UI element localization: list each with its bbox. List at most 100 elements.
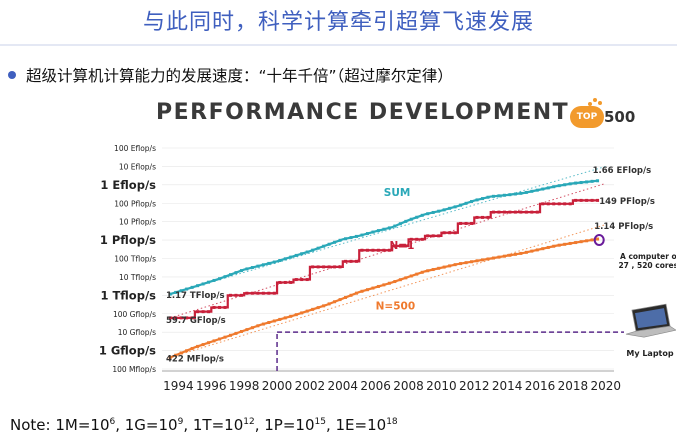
series-point xyxy=(283,280,287,284)
series-point xyxy=(250,326,254,330)
series-point xyxy=(387,248,391,252)
series-point xyxy=(322,244,326,248)
x-tick-label: 2012 xyxy=(459,379,490,393)
series-point xyxy=(349,259,353,263)
series-point xyxy=(568,182,572,186)
series-line xyxy=(169,237,598,359)
end-n1-label: 149 PFlop/s xyxy=(599,197,655,207)
series-point xyxy=(513,192,517,196)
start-n500-label: 422 MFlop/s xyxy=(166,354,224,364)
series-point xyxy=(250,291,254,295)
series-point xyxy=(524,190,528,194)
series-point xyxy=(294,278,298,282)
series-point xyxy=(557,184,561,188)
series-point xyxy=(502,193,506,197)
series-point xyxy=(590,198,594,202)
series-point xyxy=(459,221,463,225)
series-point xyxy=(415,215,419,219)
series-point xyxy=(546,186,550,190)
series-point xyxy=(207,341,211,345)
series-point xyxy=(420,237,424,241)
series-point xyxy=(404,244,408,248)
series-point xyxy=(174,290,178,294)
series-point xyxy=(272,319,276,323)
series-point xyxy=(311,248,315,252)
series-point xyxy=(393,224,397,228)
series-point xyxy=(305,309,309,313)
series-point xyxy=(481,197,485,201)
series-point xyxy=(190,346,194,350)
x-tick-label: 1996 xyxy=(196,379,227,393)
x-tick-label: 2018 xyxy=(558,379,589,393)
series-point xyxy=(201,282,205,286)
series-point xyxy=(267,321,271,325)
series-point xyxy=(283,316,287,320)
start-sum-label: 1.17 TFlop/s xyxy=(166,291,225,301)
series-point xyxy=(464,201,468,205)
series-point xyxy=(278,317,282,321)
note-item: 1E=1018 xyxy=(335,416,398,434)
series-point xyxy=(174,316,178,320)
series-point xyxy=(234,293,238,297)
series-point xyxy=(442,208,446,212)
end-sum-label: 1.66 EFlop/s xyxy=(593,166,652,176)
series-point xyxy=(289,280,293,284)
series-point xyxy=(497,255,501,259)
series-point xyxy=(546,245,550,249)
series-point xyxy=(289,255,293,259)
series-point xyxy=(475,215,479,219)
note-item: 1M=106, xyxy=(55,416,125,434)
series-point xyxy=(349,236,353,240)
series-point xyxy=(322,304,326,308)
y-tick-label: 1 Tflop/s xyxy=(100,288,156,302)
series-point xyxy=(256,264,260,268)
series-point xyxy=(300,311,304,315)
series-point xyxy=(179,316,183,320)
series-point xyxy=(354,234,358,238)
laptop-display xyxy=(635,308,667,329)
series-point xyxy=(530,210,534,214)
series-point xyxy=(344,295,348,299)
series-point xyxy=(437,209,441,213)
series-point xyxy=(387,226,391,230)
series-point xyxy=(272,260,276,264)
series-point xyxy=(415,272,419,276)
series-point xyxy=(459,262,463,266)
series-point xyxy=(261,263,265,267)
series-point xyxy=(552,202,556,206)
series-point xyxy=(459,203,463,207)
series-point xyxy=(196,310,200,314)
series-point xyxy=(349,293,353,297)
series-point xyxy=(376,229,380,233)
series-point xyxy=(223,335,227,339)
series-point xyxy=(404,276,408,280)
series-point xyxy=(541,247,545,251)
series-point xyxy=(557,202,561,206)
series-point xyxy=(508,253,512,257)
series-point xyxy=(579,240,583,244)
series-point xyxy=(234,271,238,275)
series-point xyxy=(333,240,337,244)
series-point xyxy=(404,219,408,223)
series-point xyxy=(524,210,528,214)
series-point xyxy=(294,313,298,317)
series-point xyxy=(393,244,397,248)
series-point xyxy=(168,355,172,359)
series-point xyxy=(437,266,441,270)
series-point xyxy=(333,300,337,304)
series-point xyxy=(354,291,358,295)
series-point xyxy=(585,198,589,202)
callout-label: 27 , 520 cores! xyxy=(618,261,676,270)
series-point xyxy=(360,248,364,252)
series-point xyxy=(283,257,287,261)
chart-title: PERFORMANCE DEVELOPMENT xyxy=(156,100,570,125)
series-point xyxy=(278,259,282,263)
series-point xyxy=(398,244,402,248)
series-point xyxy=(519,251,523,255)
y-tick-label: 1 Eflop/s xyxy=(100,178,156,192)
series-point xyxy=(497,194,501,198)
series-point xyxy=(305,278,309,282)
series-point xyxy=(486,215,490,219)
series-label: N=1 xyxy=(390,240,415,252)
series-point xyxy=(453,205,457,209)
